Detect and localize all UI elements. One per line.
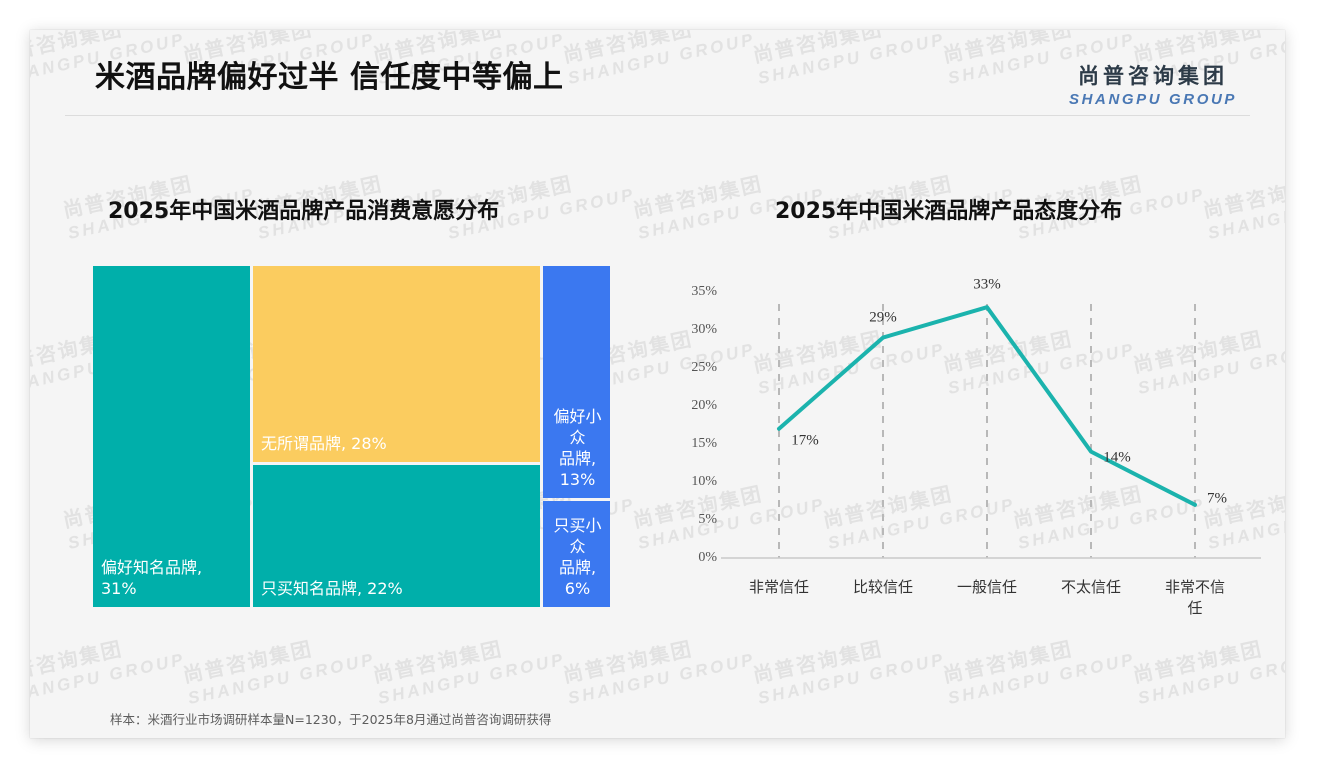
treemap-cell-label: 只买知名品牌, 22%	[261, 578, 403, 598]
brand-logo: 尚普咨询集团 SHANGPU GROUP	[1069, 60, 1237, 108]
treemap-chart-title: 2025年中国米酒品牌产品消费意愿分布	[108, 199, 500, 224]
treemap-cell[interactable]: 无所谓品牌, 28%	[253, 266, 540, 462]
treemap-cell[interactable]: 偏好小众 品牌, 13%	[543, 266, 610, 498]
x-axis-tick-label: 不太信任	[1060, 578, 1122, 596]
logo-english-text: SHANGPU GROUP	[1069, 91, 1237, 108]
line-chart-svg	[721, 304, 1261, 559]
line-chart: 35% 30% 25% 20% 15% 10% 5% 0% 非常信任 比较信任 一般信任 不太信任 非常…	[665, 266, 1265, 617]
y-axis-tick-label: 20%	[691, 398, 717, 413]
treemap-cell-label: 偏好小众 品牌, 13%	[553, 406, 602, 489]
y-axis-tick-label: 0%	[698, 550, 717, 565]
treemap-cell-label: 只买小众 品牌, 6%	[553, 515, 602, 598]
x-axis-tick-label: 非常信任	[748, 578, 810, 596]
data-point-label: 14%	[1103, 449, 1131, 466]
x-axis-tick-label: 一般信任	[956, 578, 1018, 596]
data-point-label: 17%	[791, 432, 819, 449]
data-series-line[interactable]	[777, 305, 1197, 507]
header-divider	[65, 115, 1250, 116]
y-axis-tick-label: 25%	[691, 360, 717, 375]
treemap-cell[interactable]: 只买知名品牌, 22%	[253, 465, 540, 607]
data-point-label: 7%	[1207, 490, 1227, 507]
treemap-cell-label: 偏好知名品牌, 31%	[101, 557, 203, 598]
y-axis-tick-label: 5%	[698, 512, 717, 527]
sample-footnote: 样本：米酒行业市场调研样本量N=1230，于2025年8月通过尚普咨询调研获得	[110, 712, 552, 727]
x-axis-tick-label: 比较信任	[852, 578, 914, 596]
line-chart-title: 2025年中国米酒品牌产品态度分布	[775, 199, 1123, 224]
treemap-chart: 偏好知名品牌, 31% 无所谓品牌, 28% 只买知名品牌, 22% 偏好小众 品牌, 1…	[93, 266, 610, 607]
y-axis-tick-label: 30%	[691, 322, 717, 337]
page-title: 米酒品牌偏好过半 信任度中等偏上	[95, 60, 564, 95]
slide-canvas: 尚普咨询集团 SHANGPU GROUP 尚普咨询集团 SHANGPU GROUP 尚普…	[30, 30, 1285, 738]
treemap-cell[interactable]: 只买小众 品牌, 6%	[543, 501, 610, 607]
treemap-cell-label: 无所谓品牌, 28%	[261, 433, 387, 453]
data-point-label: 29%	[869, 309, 897, 326]
logo-chinese-text: 尚普咨询集团	[1078, 64, 1228, 88]
x-axis-tick-label: 非常不信任	[1164, 578, 1225, 617]
y-axis-tick-label: 15%	[691, 436, 717, 451]
data-point-label: 33%	[973, 276, 1001, 293]
y-axis-tick-label: 10%	[691, 474, 717, 489]
treemap-cell[interactable]: 偏好知名品牌, 31%	[93, 266, 250, 607]
y-axis-tick-label: 35%	[691, 284, 717, 299]
slide-header: 米酒品牌偏好过半 信任度中等偏上 尚普咨询集团 SHANGPU GROUP	[30, 30, 1285, 110]
